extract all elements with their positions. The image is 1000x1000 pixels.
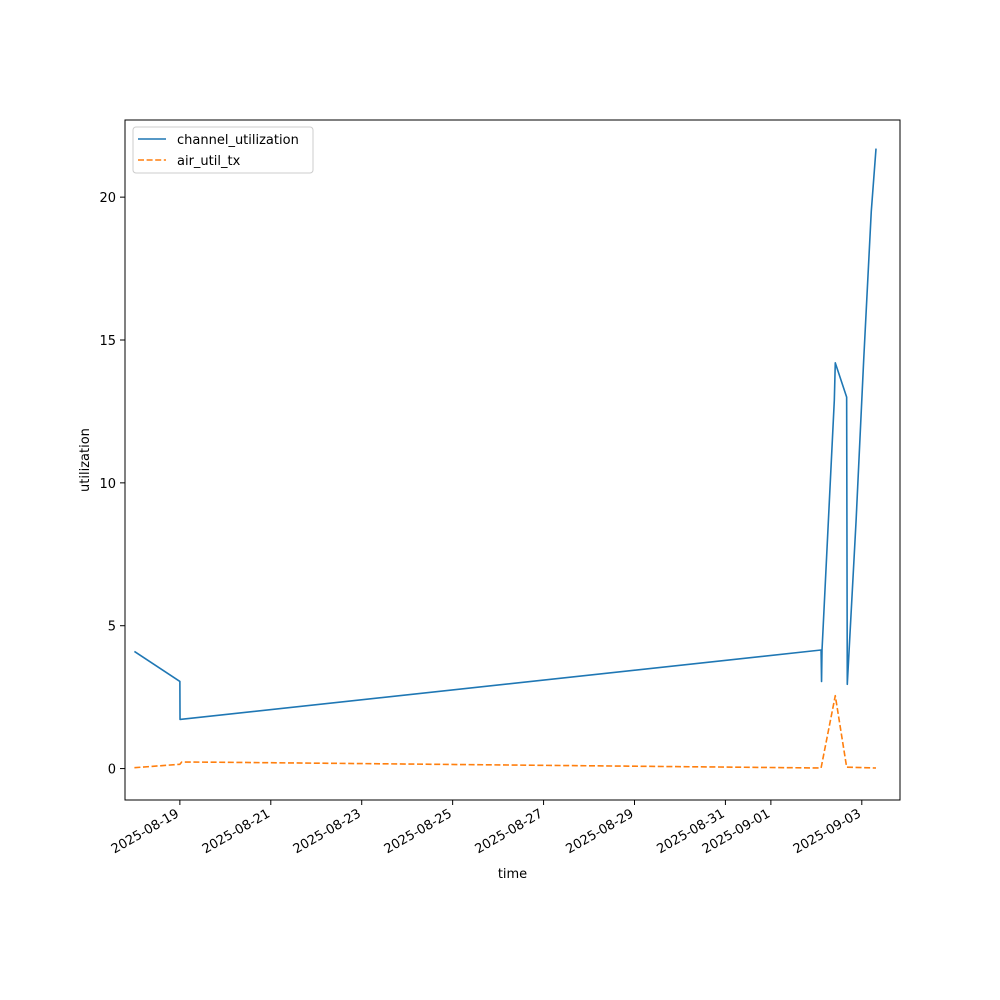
legend: channel_utilization air_util_tx [132,126,314,174]
y-axis: 0 5 10 15 20 [99,191,125,778]
x-tick-label: 2025-08-29 [564,806,637,857]
x-tick-label: 2025-09-03 [791,806,864,857]
x-tick-label: 2025-08-23 [291,806,364,857]
plot-frame [124,119,901,801]
plot-area [133,148,877,769]
x-tick-label: 2025-08-27 [473,806,546,857]
y-axis-label: utilization [78,428,93,492]
y-tick-label: 20 [99,191,116,206]
y-tick-label: 10 [99,477,116,492]
series-line-air-util-tx [134,694,877,769]
series-line-channel-utilization [133,148,877,721]
x-tick-label: 2025-08-19 [109,806,182,857]
legend-box [132,126,314,174]
y-tick-label: 0 [108,763,116,778]
x-axis: 2025-08-19 2025-08-21 2025-08-23 2025-08-25… [109,800,864,857]
x-tick-label: 2025-08-21 [200,806,273,857]
legend-label: air_util_tx [177,154,241,169]
y-tick-label: 5 [108,620,116,635]
x-tick-label: 2025-08-25 [382,806,455,857]
y-tick-label: 15 [99,334,116,349]
legend-label: channel_utilization [177,133,299,148]
x-axis-label: time [498,867,527,882]
